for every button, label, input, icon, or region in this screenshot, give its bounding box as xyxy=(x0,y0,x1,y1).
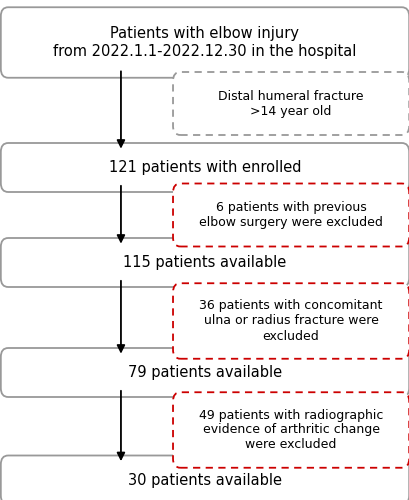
Text: 30 patients available: 30 patients available xyxy=(128,472,281,488)
Text: Patients with elbow injury
from 2022.1.1-2022.12.30 in the hospital: Patients with elbow injury from 2022.1.1… xyxy=(53,26,356,58)
FancyBboxPatch shape xyxy=(1,7,408,78)
FancyBboxPatch shape xyxy=(1,456,408,500)
FancyBboxPatch shape xyxy=(173,283,408,359)
FancyBboxPatch shape xyxy=(173,392,408,468)
Text: Distal humeral fracture
>14 year old: Distal humeral fracture >14 year old xyxy=(218,90,363,118)
FancyBboxPatch shape xyxy=(1,348,408,397)
Text: 115 patients available: 115 patients available xyxy=(123,255,286,270)
FancyBboxPatch shape xyxy=(173,72,408,135)
Text: 49 patients with radiographic
evidence of arthritic change
were excluded: 49 patients with radiographic evidence o… xyxy=(198,408,382,452)
Text: 36 patients with concomitant
ulna or radius fracture were
excluded: 36 patients with concomitant ulna or rad… xyxy=(199,300,382,343)
Text: 6 patients with previous
elbow surgery were excluded: 6 patients with previous elbow surgery w… xyxy=(199,201,382,229)
Text: 79 patients available: 79 patients available xyxy=(128,365,281,380)
FancyBboxPatch shape xyxy=(1,143,408,192)
Text: 121 patients with enrolled: 121 patients with enrolled xyxy=(108,160,301,175)
FancyBboxPatch shape xyxy=(173,184,408,246)
FancyBboxPatch shape xyxy=(1,238,408,287)
